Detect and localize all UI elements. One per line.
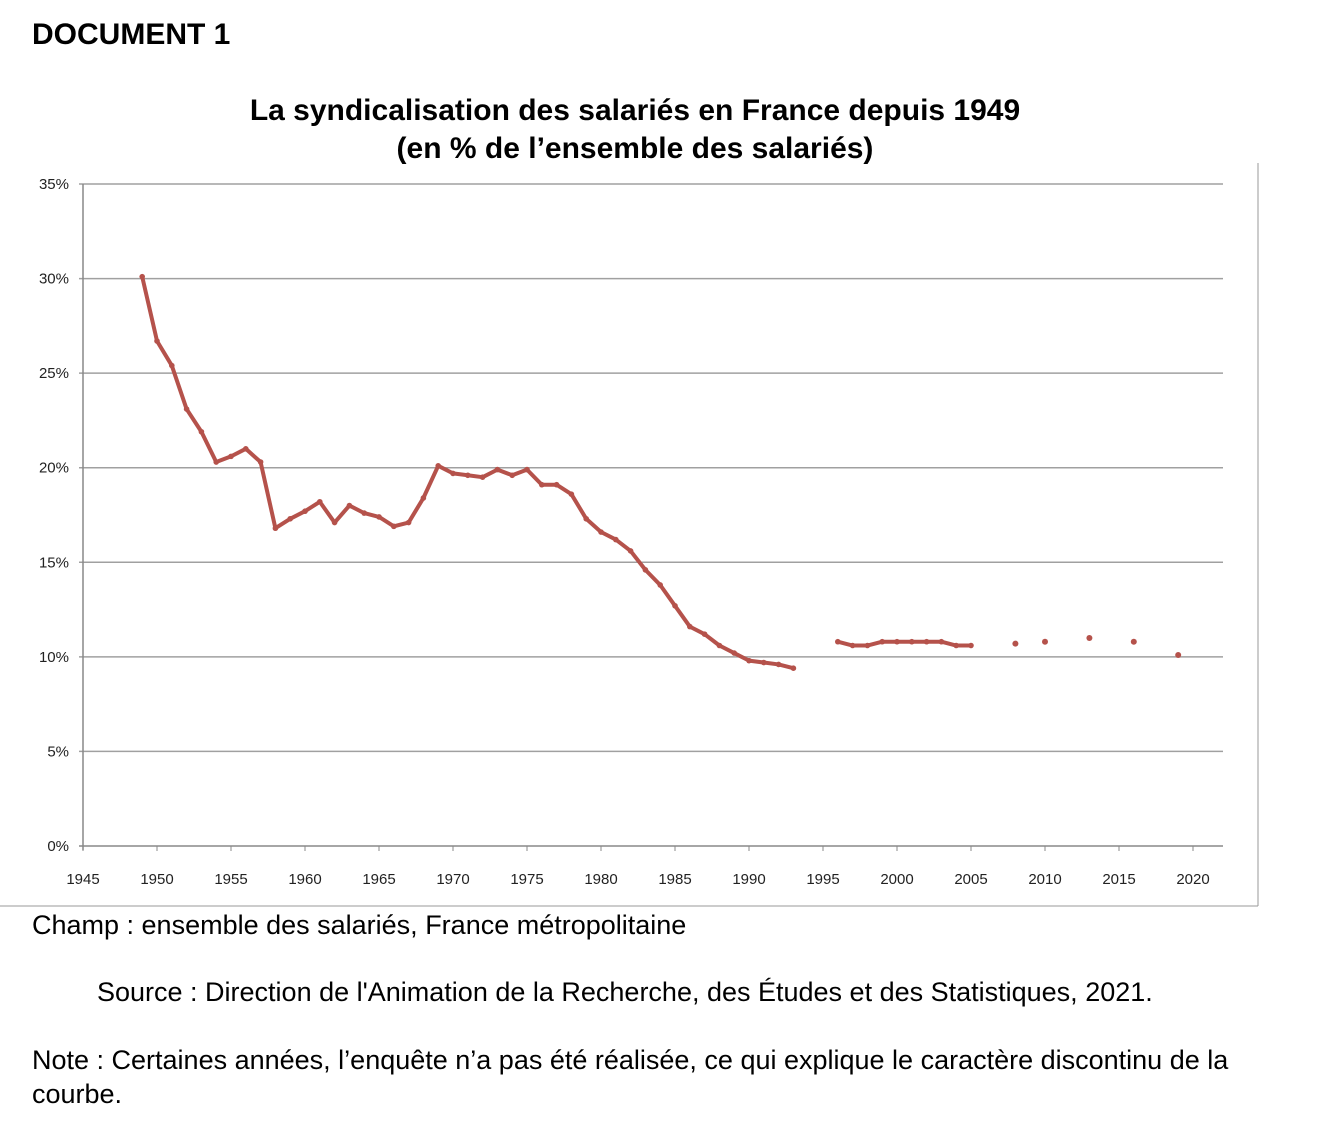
data-point	[953, 642, 959, 649]
data-point	[553, 481, 560, 488]
data-point	[1042, 638, 1048, 645]
y-tick-label: 35%	[39, 176, 69, 193]
x-tick-label: 1965	[362, 871, 395, 888]
y-tick-label: 0%	[47, 838, 69, 855]
data-point	[864, 642, 871, 649]
x-tick-label: 1990	[732, 871, 765, 888]
x-tick-label: 2020	[1176, 871, 1209, 888]
data-point	[775, 661, 782, 668]
data-point	[568, 491, 575, 497]
x-tick-label: 1960	[288, 871, 321, 888]
champ-text: Champ : ensemble des salariés, France mé…	[32, 910, 687, 940]
chart-subtitle: (en % de l’ensemble des salariés)	[396, 132, 874, 165]
data-point	[391, 523, 397, 530]
data-point	[243, 446, 249, 452]
data-point	[849, 642, 856, 649]
data-point	[198, 428, 205, 435]
data-point	[672, 602, 678, 609]
series-line	[140, 276, 794, 671]
data-point	[435, 463, 442, 469]
data-point	[169, 362, 175, 369]
data-point	[687, 623, 693, 630]
data-point	[790, 665, 797, 672]
data-point	[346, 502, 353, 509]
data-point	[1130, 638, 1137, 645]
data-point	[213, 459, 219, 465]
data-point	[183, 406, 190, 412]
data-point	[509, 472, 515, 479]
data-point	[968, 642, 974, 649]
chart-title: La syndicalisation des salariés en Franc…	[249, 94, 1021, 127]
data-point	[731, 650, 737, 656]
data-point	[701, 631, 708, 637]
data-point	[539, 481, 545, 488]
x-tick-label: 2015	[1102, 871, 1135, 888]
data-point	[716, 642, 723, 649]
data-point	[1012, 640, 1019, 647]
x-tick-label: 2005	[954, 871, 987, 888]
data-point	[302, 508, 308, 515]
data-point	[228, 453, 234, 460]
data-point	[761, 659, 767, 666]
data-point	[331, 519, 338, 526]
data-point	[923, 638, 930, 645]
x-tick-label: 1950	[140, 871, 173, 888]
data-point	[909, 638, 915, 645]
document-label: DOCUMENT 1	[32, 18, 231, 51]
x-tick-label: 1975	[510, 871, 543, 888]
x-tick-label: 1945	[66, 871, 99, 888]
y-tick-label: 10%	[39, 649, 69, 666]
data-point	[1175, 651, 1182, 658]
data-point	[494, 466, 501, 473]
data-point	[627, 548, 634, 554]
data-point	[598, 529, 604, 535]
x-tick-label: 1970	[436, 871, 469, 888]
x-tick-label: 1955	[214, 871, 247, 888]
data-point	[361, 510, 368, 516]
data-point	[272, 525, 279, 532]
data-point	[450, 470, 456, 477]
y-tick-label: 15%	[39, 554, 69, 571]
data-point	[1086, 634, 1093, 641]
data-point	[154, 338, 160, 344]
data-point	[894, 638, 900, 645]
data-point	[613, 536, 619, 543]
x-tick-label: 1985	[658, 871, 691, 888]
data-point	[317, 498, 323, 505]
data-point	[879, 638, 885, 645]
data-point	[287, 515, 294, 522]
y-tick-label: 20%	[39, 460, 69, 477]
y-tick-label: 5%	[47, 743, 69, 760]
chart-title-block: La syndicalisation des salariés en Franc…	[0, 92, 1270, 168]
x-tick-label: 2000	[880, 871, 913, 888]
data-point	[524, 466, 530, 473]
data-point	[139, 273, 145, 280]
x-tick-label: 1995	[806, 871, 839, 888]
data-point	[465, 472, 471, 479]
note-text: Note : Certaines années, l’enquête n’a p…	[32, 1045, 1229, 1109]
data-point	[938, 638, 945, 645]
series-line	[837, 639, 971, 648]
data-point	[642, 567, 649, 573]
data-point	[657, 582, 663, 588]
y-tick-label: 25%	[39, 365, 69, 382]
source-text: Source : Direction de l'Animation de la …	[97, 977, 1153, 1007]
data-point	[257, 459, 264, 465]
data-point	[746, 657, 752, 664]
data-point	[583, 515, 589, 522]
x-tick-label: 2010	[1028, 871, 1061, 888]
data-point	[376, 514, 382, 520]
data-point	[420, 495, 427, 501]
data-point	[479, 474, 486, 480]
data-point	[835, 638, 841, 645]
x-tick-label: 1980	[584, 871, 617, 888]
data-point	[405, 519, 412, 526]
y-tick-label: 30%	[39, 271, 69, 288]
